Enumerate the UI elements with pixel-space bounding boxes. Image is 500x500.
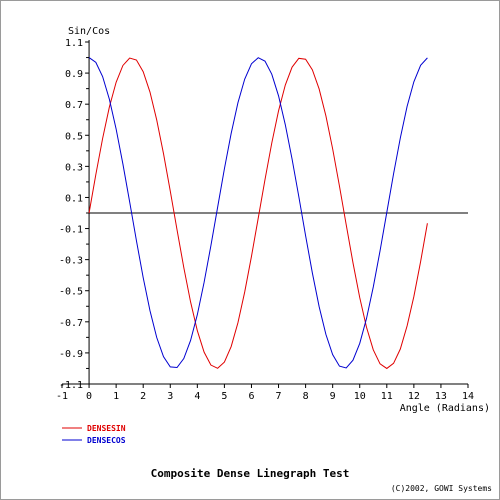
x-tick-label: 6	[248, 391, 254, 402]
legend-label-densesin: DENSESIN	[87, 424, 126, 433]
copyright-text: (C)2002, GOWI Systems	[391, 484, 492, 493]
x-axis-label: Angle (Radians)	[400, 403, 490, 414]
y-tick-label: -0.9	[59, 349, 83, 360]
x-tick-label: 7	[276, 391, 282, 402]
x-tick-label: 11	[381, 391, 393, 402]
ticks: -1 0 1 2 3 4 5 6 7 8 9 10 11 12 13 141.10.90.70.50.30.1…	[56, 38, 474, 402]
y-tick-label: 0.7	[65, 100, 83, 111]
y-tick-label: 0.3	[65, 162, 83, 173]
legend-label-densecos: DENSECOS	[87, 436, 126, 445]
y-tick-label: 0.5	[65, 131, 83, 142]
y-tick-label: -0.7	[59, 318, 83, 329]
x-tick-label: 14	[462, 391, 474, 402]
x-tick-label: 3	[167, 391, 173, 402]
x-tick-label: 5	[221, 391, 227, 402]
x-tick-label: 4	[194, 391, 200, 402]
y-tick-label: -1.1	[59, 380, 83, 391]
y-tick-label: -0.1	[59, 225, 83, 236]
x-tick-label: 13	[435, 391, 447, 402]
y-tick-label: 0.9	[65, 69, 83, 80]
x-tick-label: 8	[303, 391, 309, 402]
x-tick-label: 9	[330, 391, 336, 402]
y-axis-label: Sin/Cos	[68, 26, 110, 37]
series-line-densesin	[88, 57, 428, 370]
chart-title: Composite Dense Linegraph Test	[151, 467, 350, 480]
y-tick-label: 1.1	[65, 38, 83, 49]
series-line-densecos	[88, 57, 428, 369]
x-tick-label: 12	[408, 391, 420, 402]
axes	[62, 40, 468, 385]
x-tick-label: 1	[113, 391, 119, 402]
y-tick-label: 0.1	[65, 193, 83, 204]
legend: DENSESIN DENSECOS	[62, 424, 126, 445]
series-layer	[88, 57, 428, 370]
x-tick-label: 2	[140, 391, 146, 402]
y-tick-label: -0.5	[59, 287, 83, 298]
x-tick-label: 10	[354, 391, 366, 402]
x-tick-label: 0	[86, 391, 92, 402]
y-tick-label: -0.3	[59, 256, 83, 267]
x-tick-label: -1	[56, 391, 68, 402]
